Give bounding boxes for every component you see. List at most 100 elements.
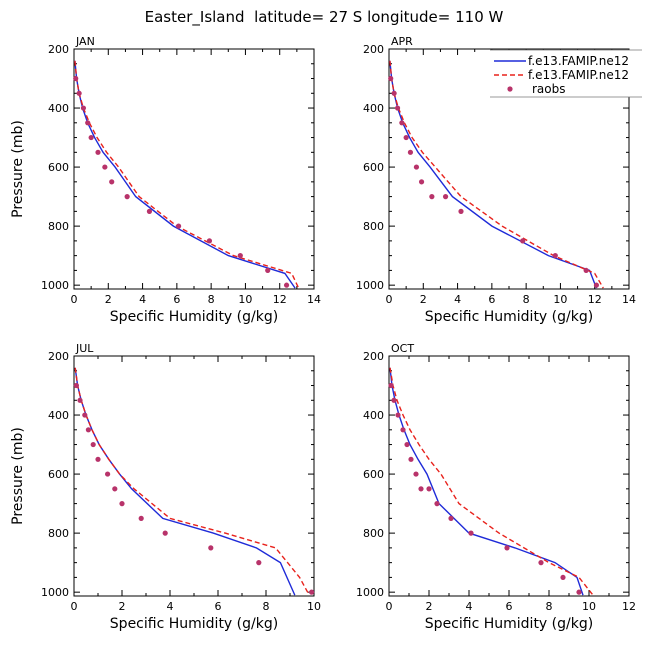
x-tick-label: 10 <box>238 293 252 306</box>
raobs-point <box>112 486 118 492</box>
panel-label: JUL <box>75 342 94 355</box>
x-tick-label: 4 <box>139 293 146 306</box>
raobs-point <box>418 179 425 185</box>
raobs-point <box>256 560 262 566</box>
raobs-point <box>576 589 582 595</box>
y-tick-label: 1000 <box>356 279 384 292</box>
x-tick-label: 4 <box>167 600 174 613</box>
raobs-point <box>388 75 394 82</box>
figure-title: Easter_Island latitude= 27 S longitude= … <box>145 8 504 27</box>
raobs-point <box>95 149 101 155</box>
raobs-point <box>429 194 435 200</box>
raobs-point <box>593 282 600 288</box>
x-tick-label: 12 <box>622 600 636 613</box>
y-tick-label: 400 <box>363 102 384 115</box>
raobs-point <box>404 441 410 448</box>
raobs-point <box>73 75 79 82</box>
panel-label: JAN <box>75 35 95 48</box>
raobs-point <box>119 501 125 507</box>
raobs-point <box>138 515 144 521</box>
raobs-point <box>468 530 474 536</box>
raobs-point <box>77 397 83 403</box>
raobs-point <box>283 282 290 288</box>
x-tick-label: 0 <box>386 293 393 306</box>
y-tick-label: 1000 <box>356 586 384 599</box>
x-tick-label: 0 <box>71 600 78 613</box>
y-axis-label: Pressure (mb) <box>10 120 26 218</box>
y-tick-label: 800 <box>363 527 384 540</box>
raobs-point <box>560 574 566 581</box>
x-tick-label: 14 <box>307 293 321 306</box>
raobs-point <box>82 412 88 418</box>
x-tick-label: 2 <box>420 293 427 306</box>
panel-oct: 0 2 4 6 8 10 12 200 400 600 800 1000 OCT Specific Hum… <box>356 342 636 632</box>
raobs-point <box>105 471 111 477</box>
y-tick-label: 600 <box>363 161 384 174</box>
model-dashed-line <box>389 367 594 596</box>
raobs-point <box>206 238 213 244</box>
y-tick-label: 600 <box>48 468 69 481</box>
panel-label: APR <box>391 35 413 48</box>
x-axis-label: Specific Humidity (g/kg) <box>110 309 278 325</box>
x-tick-label: 12 <box>273 293 287 306</box>
raobs-point <box>413 471 419 477</box>
x-tick-label: 0 <box>386 600 393 613</box>
raobs-point <box>162 530 168 536</box>
x-tick-label: 2 <box>426 600 433 613</box>
y-tick-label: 400 <box>48 102 69 115</box>
model-dashed-line <box>74 367 310 596</box>
x-tick-label: 4 <box>466 600 473 613</box>
raobs-point <box>504 545 510 551</box>
panel-jul: 0 2 4 6 8 10 200 400 600 800 1000 JUL Specific Humid… <box>10 342 321 632</box>
x-tick-label: 8 <box>208 293 215 306</box>
y-tick-label: 1000 <box>41 279 69 292</box>
raobs-point <box>175 223 182 229</box>
raobs-point <box>395 412 401 418</box>
y-axis-label: Pressure (mb) <box>10 427 26 525</box>
y-tick-label: 400 <box>363 409 384 422</box>
raobs-point <box>442 194 449 200</box>
raobs-point <box>552 253 558 259</box>
raobs-point <box>85 120 91 126</box>
raobs-point <box>583 267 589 274</box>
y-tick-label: 200 <box>48 350 69 363</box>
y-tick-label: 800 <box>363 220 384 233</box>
x-axis-label: Specific Humidity (g/kg) <box>425 616 593 632</box>
plot-frame <box>73 48 315 290</box>
x-tick-label: 12 <box>588 293 602 306</box>
raobs-point <box>102 164 108 170</box>
y-tick-label: 600 <box>363 468 384 481</box>
x-tick-label: 2 <box>105 293 112 306</box>
y-tick-label: 600 <box>48 161 69 174</box>
raobs-point <box>448 515 454 521</box>
raobs-point <box>403 134 409 141</box>
raobs-point <box>80 105 87 111</box>
legend-label: f.e13.FAMIP.ne12 <box>528 68 629 82</box>
raobs-point <box>391 397 397 403</box>
plot-frame <box>388 355 630 597</box>
raobs-point <box>391 90 397 96</box>
y-tick-label: 800 <box>48 220 69 233</box>
raobs-point <box>85 427 91 433</box>
raobs-point <box>407 149 414 155</box>
y-tick-label: 200 <box>363 350 384 363</box>
legend-label: raobs <box>532 82 566 96</box>
legend-label: f.e13.FAMIP.ne12 <box>528 54 629 68</box>
model-solid-line <box>74 367 296 596</box>
x-tick-label: 14 <box>622 293 636 306</box>
y-tick-label: 400 <box>48 409 69 422</box>
x-tick-label: 2 <box>119 600 126 613</box>
model-dashed-line <box>74 60 300 289</box>
raobs-point <box>413 164 420 170</box>
raobs-point <box>399 120 405 126</box>
raobs-point <box>265 267 271 274</box>
panel-apr: 0 2 4 6 8 10 12 14 200 400 600 800 1000 APR Specific H… <box>356 35 636 325</box>
y-tick-label: 200 <box>363 43 384 56</box>
x-tick-label: 10 <box>553 293 567 306</box>
panel-label: OCT <box>391 342 414 355</box>
x-tick-label: 0 <box>71 293 78 306</box>
x-axis-label: Specific Humidity (g/kg) <box>425 309 593 325</box>
